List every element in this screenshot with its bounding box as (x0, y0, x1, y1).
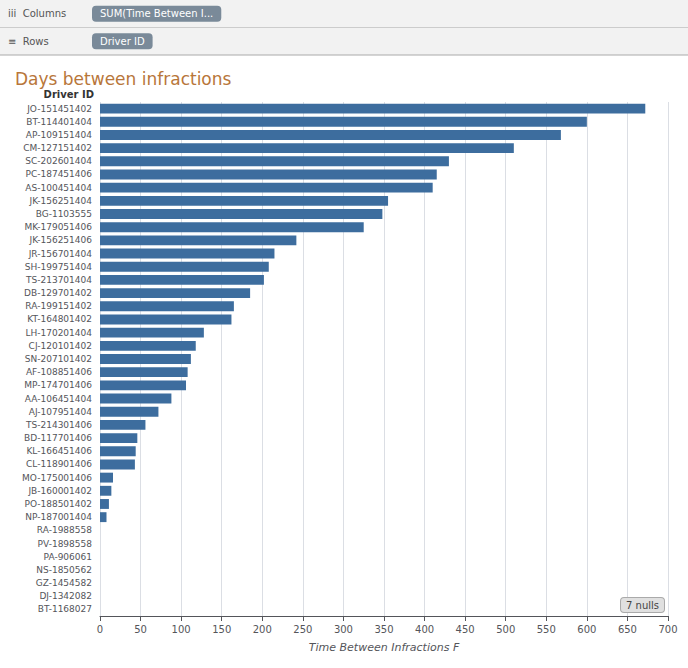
svg-text:TS-213701404: TS-213701404 (25, 275, 92, 285)
svg-text:AJ-107951404: AJ-107951404 (29, 407, 93, 417)
svg-text:600: 600 (577, 624, 596, 635)
svg-text:RA-199151402: RA-199151402 (25, 301, 92, 311)
svg-text:50: 50 (134, 624, 147, 635)
svg-text:SC-202601404: SC-202601404 (25, 156, 92, 166)
svg-text:200: 200 (253, 624, 272, 635)
svg-text:150: 150 (212, 624, 231, 635)
svg-text:BT-114401404: BT-114401404 (26, 117, 92, 127)
svg-text:Driver ID: Driver ID (100, 36, 145, 47)
svg-text:JB-160001402: JB-160001402 (27, 486, 92, 496)
svg-text:7 nulls: 7 nulls (626, 600, 659, 611)
svg-text:BG-1103555: BG-1103555 (36, 209, 92, 219)
svg-text:JK-156251406: JK-156251406 (29, 235, 93, 245)
svg-text:RA-1988558: RA-1988558 (37, 525, 92, 535)
svg-text:Days between infractions: Days between infractions (15, 69, 232, 89)
svg-text:100: 100 (172, 624, 191, 635)
svg-text:AP-109151404: AP-109151404 (26, 130, 92, 140)
svg-text:PO-188501402: PO-188501402 (24, 499, 92, 509)
svg-text:SN-207101402: SN-207101402 (25, 354, 92, 364)
svg-text:700: 700 (658, 624, 677, 635)
svg-text:SH-199751404: SH-199751404 (25, 262, 93, 272)
svg-text:AA-106451404: AA-106451404 (25, 394, 92, 404)
svg-text:Time Between Infractions F: Time Between Infractions F (309, 641, 460, 654)
svg-text:MK-179051406: MK-179051406 (24, 222, 92, 232)
svg-text:AS-100451404: AS-100451404 (25, 183, 92, 193)
svg-text:BD-117701406: BD-117701406 (24, 433, 92, 443)
svg-text:KL-166451406: KL-166451406 (26, 446, 92, 456)
svg-text:350: 350 (374, 624, 393, 635)
svg-text:300: 300 (334, 624, 353, 635)
svg-text:LH-170201404: LH-170201404 (25, 328, 92, 338)
svg-text:CL-118901406: CL-118901406 (26, 459, 92, 469)
svg-text:MP-174701406: MP-174701406 (24, 380, 92, 390)
svg-text:JK-156251404: JK-156251404 (29, 196, 93, 206)
svg-text:SUM(Time Between I...: SUM(Time Between I... (100, 8, 213, 19)
svg-text:PA-906061: PA-906061 (44, 552, 92, 562)
svg-text:500: 500 (496, 624, 515, 635)
svg-text:NP-187001404: NP-187001404 (25, 512, 92, 522)
svg-text:MO-175001406: MO-175001406 (22, 473, 92, 483)
svg-text:450: 450 (456, 624, 475, 635)
svg-text:GZ-1454582: GZ-1454582 (36, 578, 92, 588)
svg-text:400: 400 (415, 624, 434, 635)
svg-text:TS-214301406: TS-214301406 (25, 420, 92, 430)
svg-text:DJ-1342082: DJ-1342082 (39, 591, 92, 601)
svg-text:650: 650 (618, 624, 637, 635)
svg-text:JR-156701404: JR-156701404 (28, 249, 93, 259)
svg-text:≡ Rows: ≡ Rows (8, 36, 49, 47)
svg-text:NS-1850562: NS-1850562 (36, 565, 92, 575)
svg-text:JO-151451402: JO-151451402 (26, 104, 92, 114)
svg-text:PV-1898558: PV-1898558 (38, 539, 93, 549)
svg-text:iii Columns: iii Columns (8, 8, 66, 19)
svg-text:PC-187451406: PC-187451406 (26, 169, 93, 179)
svg-text:AF-108851406: AF-108851406 (26, 367, 92, 377)
svg-text:BT-1168027: BT-1168027 (38, 604, 92, 614)
svg-text:CJ-120101402: CJ-120101402 (29, 341, 92, 351)
svg-text:DB-129701402: DB-129701402 (24, 288, 92, 298)
svg-text:Driver ID: Driver ID (44, 89, 94, 100)
svg-text:0: 0 (97, 624, 103, 635)
svg-text:CM-127151402: CM-127151402 (23, 143, 92, 153)
svg-text:KT-164801402: KT-164801402 (27, 314, 92, 324)
svg-text:550: 550 (537, 624, 556, 635)
svg-text:250: 250 (293, 624, 312, 635)
